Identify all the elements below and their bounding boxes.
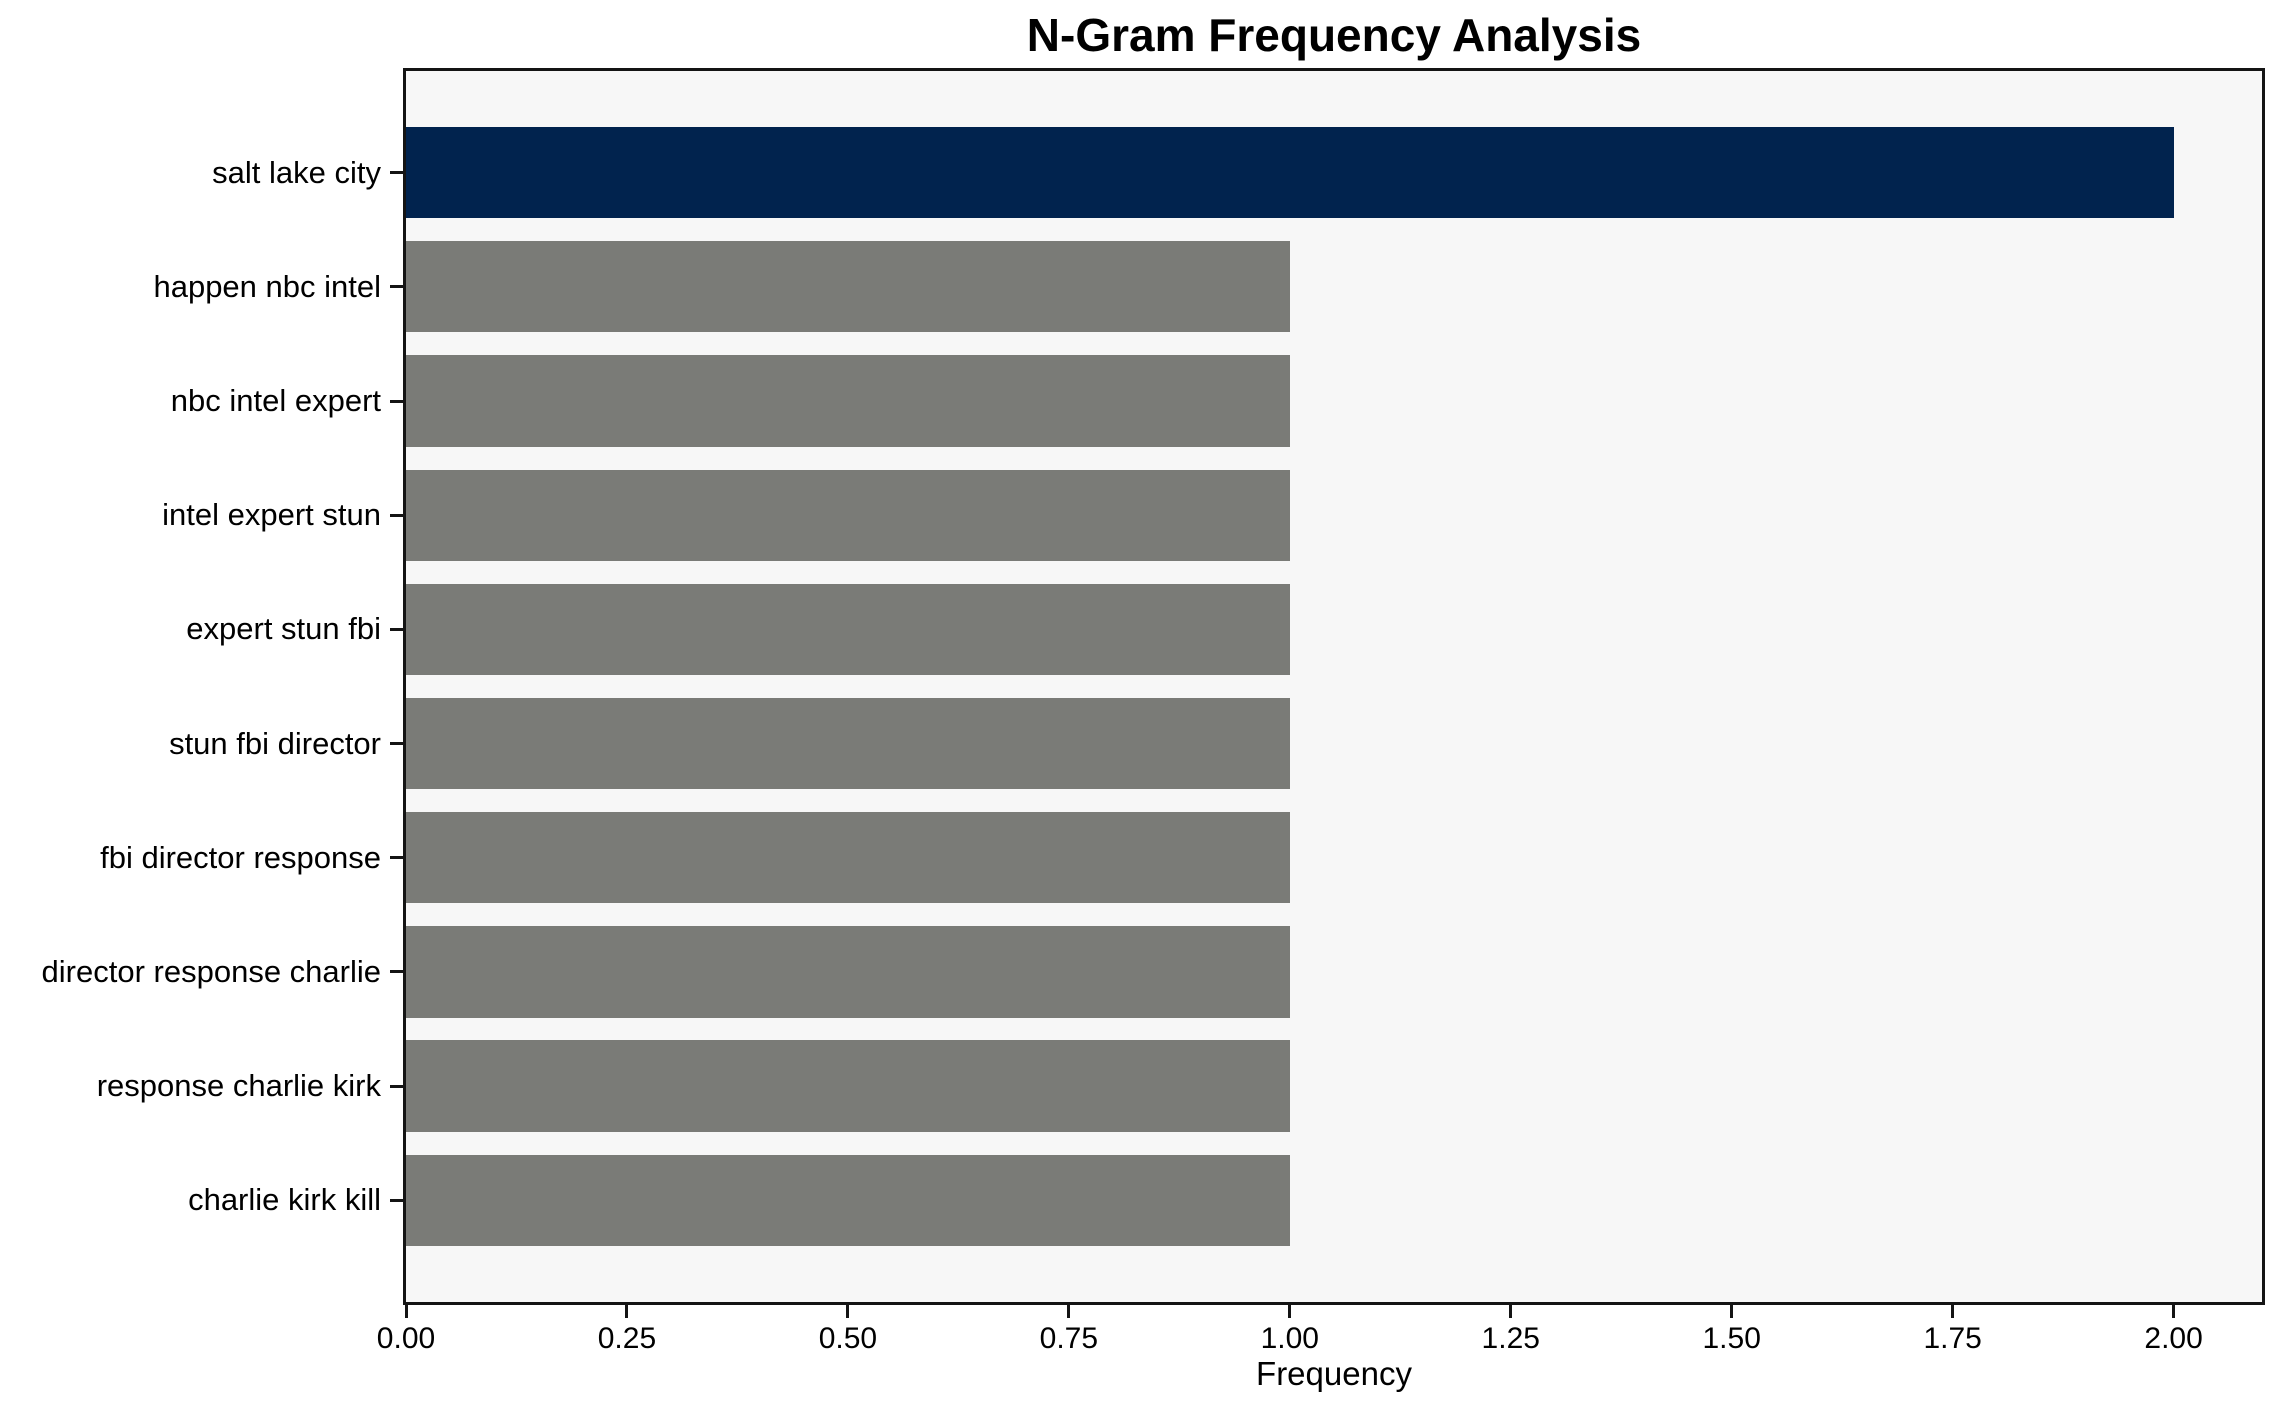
x-tick-label: 1.00: [1260, 1322, 1319, 1355]
x-tick-mark: [846, 1305, 850, 1318]
x-tick-label: 2.00: [2144, 1322, 2203, 1355]
x-tick-label: 0.75: [1039, 1322, 1099, 1355]
x-tick-label: 1.25: [1481, 1322, 1540, 1355]
y-tick-label: expert stun fbi: [186, 611, 381, 647]
x-tick-mark: [1067, 1305, 1071, 1318]
y-tick-label: intel expert stun: [162, 497, 381, 533]
x-tick-mark: [404, 1305, 408, 1318]
x-tick-label: 0.50: [818, 1322, 878, 1355]
y-tick-mark: [390, 1198, 404, 1202]
y-tick-label: fbi director response: [100, 839, 381, 875]
x-tick-label: 0.00: [376, 1322, 436, 1355]
y-tick-mark: [390, 856, 404, 860]
bar-charlie-kirk-kill: [406, 1154, 1290, 1247]
y-tick-mark: [390, 513, 404, 517]
bar-stun-fbi-director: [406, 697, 1290, 790]
x-tick-mark: [1288, 1305, 1292, 1318]
y-tick-label: director response charlie: [41, 953, 381, 989]
bar-expert-stun-fbi: [406, 583, 1290, 676]
x-tick-mark: [1951, 1305, 1955, 1318]
bars-container: [406, 71, 2262, 1302]
bar-intel-expert-stun: [406, 469, 1290, 561]
bar-happen-nbc-intel: [406, 241, 1290, 333]
x-tick-label: 1.75: [1923, 1322, 1982, 1355]
x-tick-mark: [625, 1305, 629, 1318]
plot-area: [403, 68, 2265, 1305]
y-tick-label: nbc intel expert: [170, 383, 381, 419]
x-tick-label: 1.50: [1702, 1322, 1761, 1355]
bar-fbi-director-response: [406, 812, 1290, 904]
y-tick-mark: [390, 1084, 404, 1088]
y-tick-label: happen nbc intel: [153, 268, 381, 304]
bar-director-response-charlie: [406, 926, 1290, 1018]
y-tick-label: charlie kirk kill: [188, 1182, 381, 1218]
bar-response-charlie-kirk: [406, 1040, 1290, 1132]
y-tick-label: response charlie kirk: [96, 1068, 381, 1104]
x-tick-mark: [1509, 1305, 1513, 1318]
x-tick-mark: [2172, 1305, 2176, 1318]
x-axis-label: Frequency: [1256, 1355, 1412, 1392]
y-tick-label: stun fbi director: [169, 725, 381, 761]
y-tick-mark: [390, 970, 404, 974]
bar-nbc-intel-expert: [406, 355, 1290, 447]
y-tick-label: salt lake city: [212, 154, 381, 190]
x-tick-mark: [1730, 1305, 1734, 1318]
y-tick-mark: [390, 742, 404, 746]
chart-title: N-Gram Frequency Analysis: [1026, 9, 1642, 61]
y-tick-mark: [390, 285, 404, 289]
y-tick-mark: [390, 171, 404, 175]
bar-salt-lake-city: [406, 126, 2174, 219]
y-tick-mark: [390, 399, 404, 403]
y-tick-mark: [390, 627, 404, 631]
x-tick-label: 0.25: [597, 1322, 657, 1355]
